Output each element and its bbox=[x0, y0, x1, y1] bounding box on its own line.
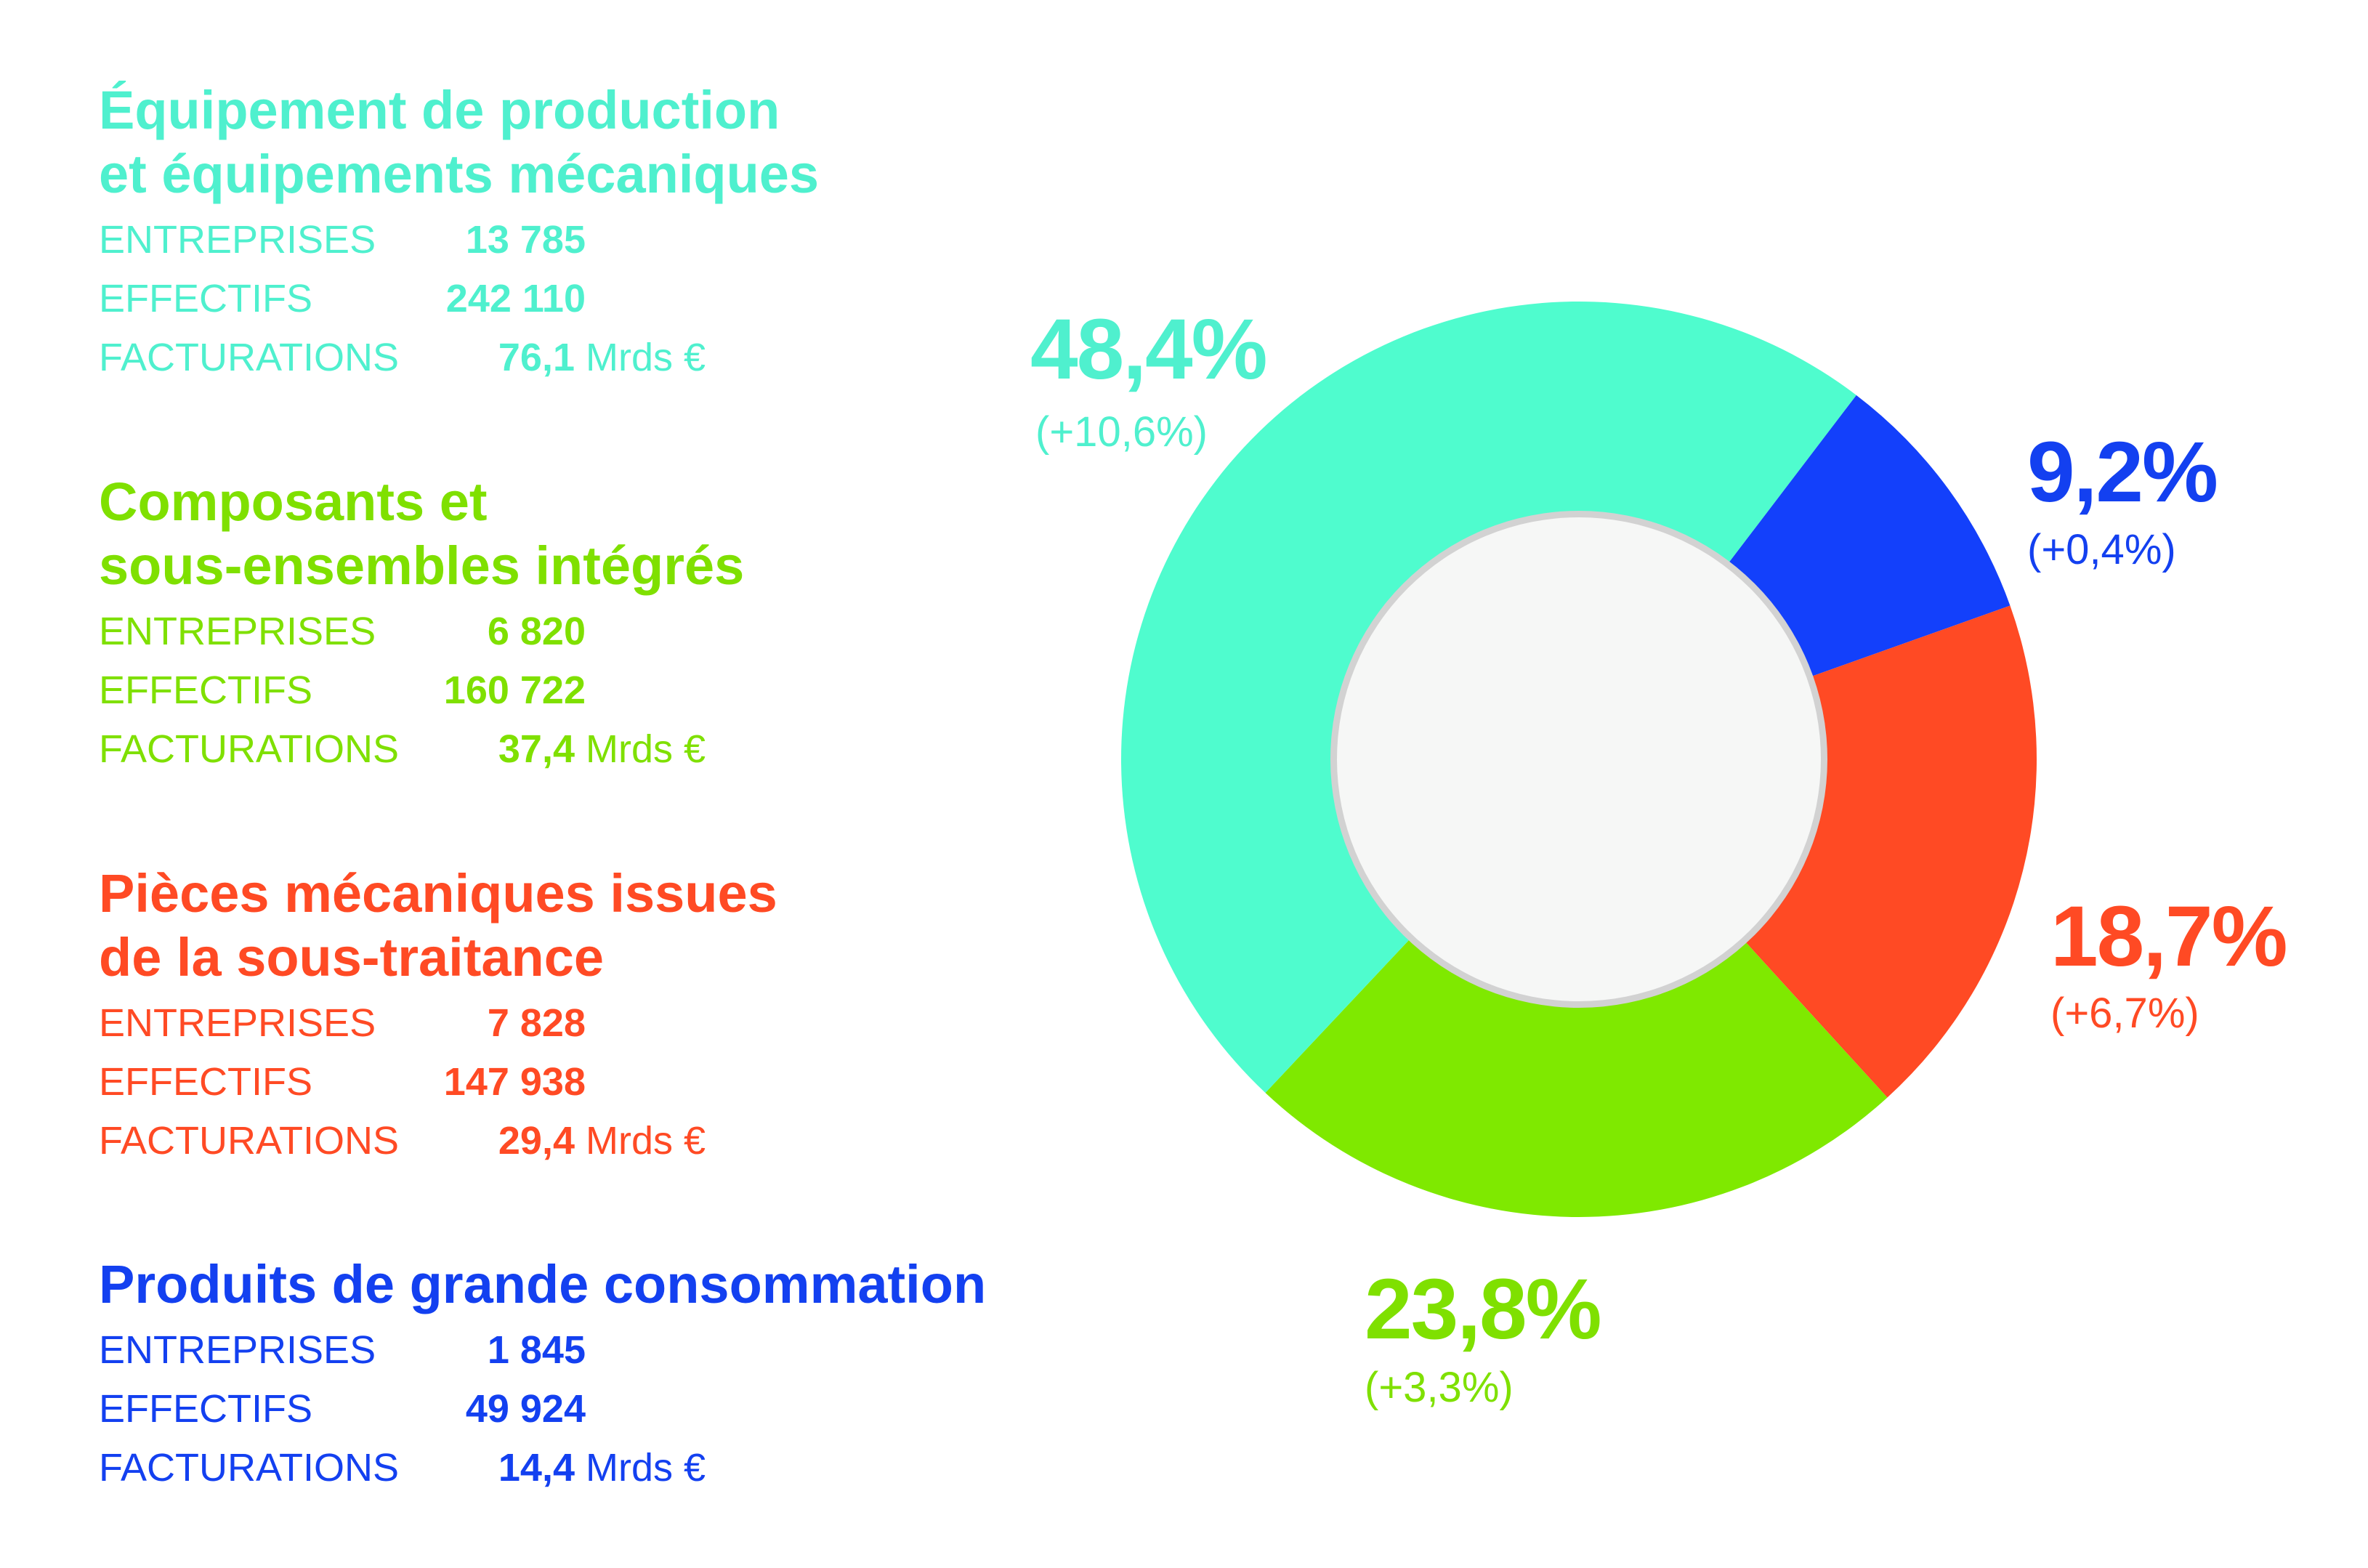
slice-change-pieces: (+6,7%) bbox=[2050, 990, 2199, 1037]
sector-composants: Composants et sous-ensembles intégrés EN… bbox=[99, 470, 744, 779]
sector-title-line: sous-ensembles intégrés bbox=[99, 536, 745, 596]
stat-value: 1 845 bbox=[487, 1328, 586, 1372]
stat-label: FACTURATIONS bbox=[99, 1119, 400, 1163]
sector-title-line: Pièces mécaniques issues bbox=[99, 863, 777, 924]
stat-value: 49 924 bbox=[465, 1387, 586, 1431]
sector-title: Équipement de production et équipements … bbox=[99, 78, 819, 206]
sector-produits: Produits de grande consommation ENTREPRI… bbox=[99, 1253, 986, 1498]
sector-title: Produits de grande consommation bbox=[99, 1253, 986, 1317]
sector-stats: ENTREPRISES 6 820 EFFECTIFS 160 722 FACT… bbox=[99, 602, 744, 779]
stat-facturations: FACTURATIONS 76,1 Mrds € bbox=[99, 328, 819, 387]
stat-value: 147 938 bbox=[443, 1060, 586, 1104]
sector-equipement: Équipement de production et équipements … bbox=[99, 78, 819, 387]
stat-value: 242 110 bbox=[445, 277, 586, 320]
stat-label: EFFECTIFS bbox=[99, 1387, 312, 1431]
stat-facturations: FACTURATIONS 29,4 Mrds € bbox=[99, 1112, 777, 1171]
sector-title: Pièces mécaniques issues de la sous-trai… bbox=[99, 862, 777, 990]
stat-value: 37,4 bbox=[498, 727, 575, 771]
donut-hole bbox=[1337, 517, 1821, 1001]
stat-label: ENTREPRISES bbox=[99, 1328, 376, 1372]
sector-title: Composants et sous-ensembles intégrés bbox=[99, 470, 744, 598]
stat-label: FACTURATIONS bbox=[99, 336, 400, 379]
stat-value: 14,4 bbox=[498, 1446, 575, 1490]
slice-label-equipement: 48,4% bbox=[1030, 302, 1268, 397]
slice-change-produits: (+0,4%) bbox=[2027, 526, 2176, 573]
stat-label: FACTURATIONS bbox=[99, 1446, 400, 1490]
stat-entreprises: ENTREPRISES 1 845 bbox=[99, 1321, 986, 1380]
sector-title-line: et équipements mécaniques bbox=[99, 144, 820, 204]
sector-title-line: Composants et bbox=[99, 472, 488, 532]
stat-effectifs: EFFECTIFS 160 722 bbox=[99, 661, 744, 720]
stat-value: 13 785 bbox=[465, 218, 586, 262]
stat-label: ENTREPRISES bbox=[99, 218, 376, 262]
stat-value: 29,4 bbox=[498, 1119, 575, 1163]
sector-stats: ENTREPRISES 1 845 EFFECTIFS 49 924 FACTU… bbox=[99, 1321, 986, 1498]
stat-entreprises: ENTREPRISES 7 828 bbox=[99, 994, 777, 1053]
stat-facturations: FACTURATIONS 14,4 Mrds € bbox=[99, 1439, 986, 1498]
stat-label: EFFECTIFS bbox=[99, 668, 312, 712]
stat-entreprises: ENTREPRISES 13 785 bbox=[99, 211, 819, 270]
stat-unit: Mrds € bbox=[586, 1119, 706, 1163]
stat-label: ENTREPRISES bbox=[99, 1001, 376, 1045]
stat-label: ENTREPRISES bbox=[99, 610, 376, 653]
stat-entreprises: ENTREPRISES 6 820 bbox=[99, 602, 744, 661]
stat-value: 6 820 bbox=[487, 610, 586, 653]
sector-stats: ENTREPRISES 7 828 EFFECTIFS 147 938 FACT… bbox=[99, 994, 777, 1171]
slice-label-pieces: 18,7% bbox=[2050, 889, 2288, 985]
slice-label-composants: 23,8% bbox=[1365, 1261, 1602, 1357]
sector-title-line: Produits de grande consommation bbox=[99, 1254, 987, 1314]
sector-pieces: Pièces mécaniques issues de la sous-trai… bbox=[99, 862, 777, 1171]
sector-stats: ENTREPRISES 13 785 EFFECTIFS 242 110 FAC… bbox=[99, 211, 819, 387]
stat-unit: Mrds € bbox=[586, 727, 706, 771]
stat-effectifs: EFFECTIFS 147 938 bbox=[99, 1053, 777, 1112]
stat-label: EFFECTIFS bbox=[99, 277, 312, 320]
stat-value: 160 722 bbox=[443, 668, 586, 712]
stat-effectifs: EFFECTIFS 242 110 bbox=[99, 270, 819, 328]
stat-facturations: FACTURATIONS 37,4 Mrds € bbox=[99, 720, 744, 779]
stat-label: EFFECTIFS bbox=[99, 1060, 312, 1104]
sector-title-line: Équipement de production bbox=[99, 80, 780, 140]
stat-value: 76,1 bbox=[498, 336, 575, 379]
slice-change-equipement: (+10,6%) bbox=[1035, 408, 1208, 456]
stat-label: FACTURATIONS bbox=[99, 727, 400, 771]
slice-label-produits: 9,2% bbox=[2027, 424, 2218, 520]
stat-unit: Mrds € bbox=[586, 1446, 706, 1490]
stat-unit: Mrds € bbox=[586, 336, 706, 379]
stat-effectifs: EFFECTIFS 49 924 bbox=[99, 1380, 986, 1439]
stat-value: 7 828 bbox=[487, 1001, 586, 1045]
slice-change-composants: (+3,3%) bbox=[1365, 1364, 1514, 1411]
sector-title-line: de la sous-traitance bbox=[99, 927, 605, 987]
